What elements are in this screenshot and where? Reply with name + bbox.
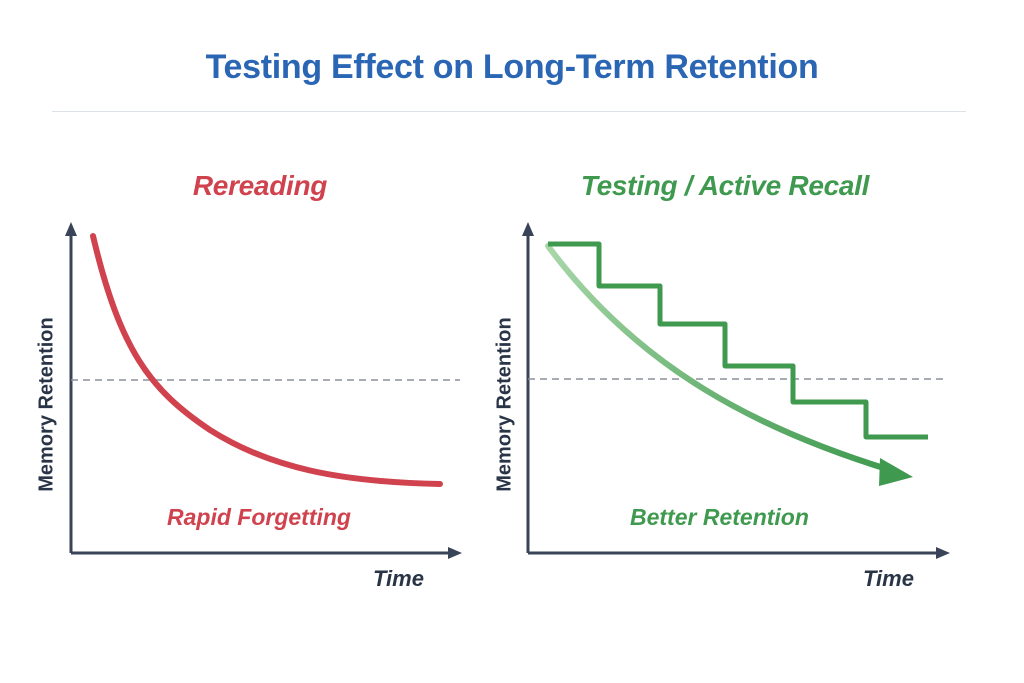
testing-axes: [522, 222, 950, 559]
testing-curve-arrowhead-icon: [879, 458, 913, 486]
testing-y-axis-label: Memory Retention: [493, 317, 516, 492]
rereading-panel-title: Rereading: [192, 170, 328, 201]
y-axis-arrow-icon: [65, 222, 77, 236]
rereading-caption: Rapid Forgetting: [167, 504, 351, 530]
x-axis-arrow-icon: [448, 547, 462, 559]
testing-x-axis-label: Time: [863, 566, 914, 591]
testing-panel-title: Testing / Active Recall: [580, 170, 870, 201]
testing-decay-curve: [545, 243, 893, 473]
diagram-title: Testing Effect on Long-Term Retention: [205, 48, 819, 86]
rereading-forgetting-curve: [90, 233, 443, 487]
testing-retrieval-staircase: [548, 241, 928, 440]
rereading-axes: [65, 222, 462, 559]
title-divider: [52, 111, 966, 112]
rereading-x-axis-label: Time: [373, 566, 424, 591]
x-axis-arrow-icon: [936, 547, 950, 559]
testing-caption: Better Retention: [630, 504, 809, 530]
rereading-y-axis-label: Memory Retention: [35, 317, 58, 492]
y-axis-arrow-icon: [522, 222, 534, 236]
